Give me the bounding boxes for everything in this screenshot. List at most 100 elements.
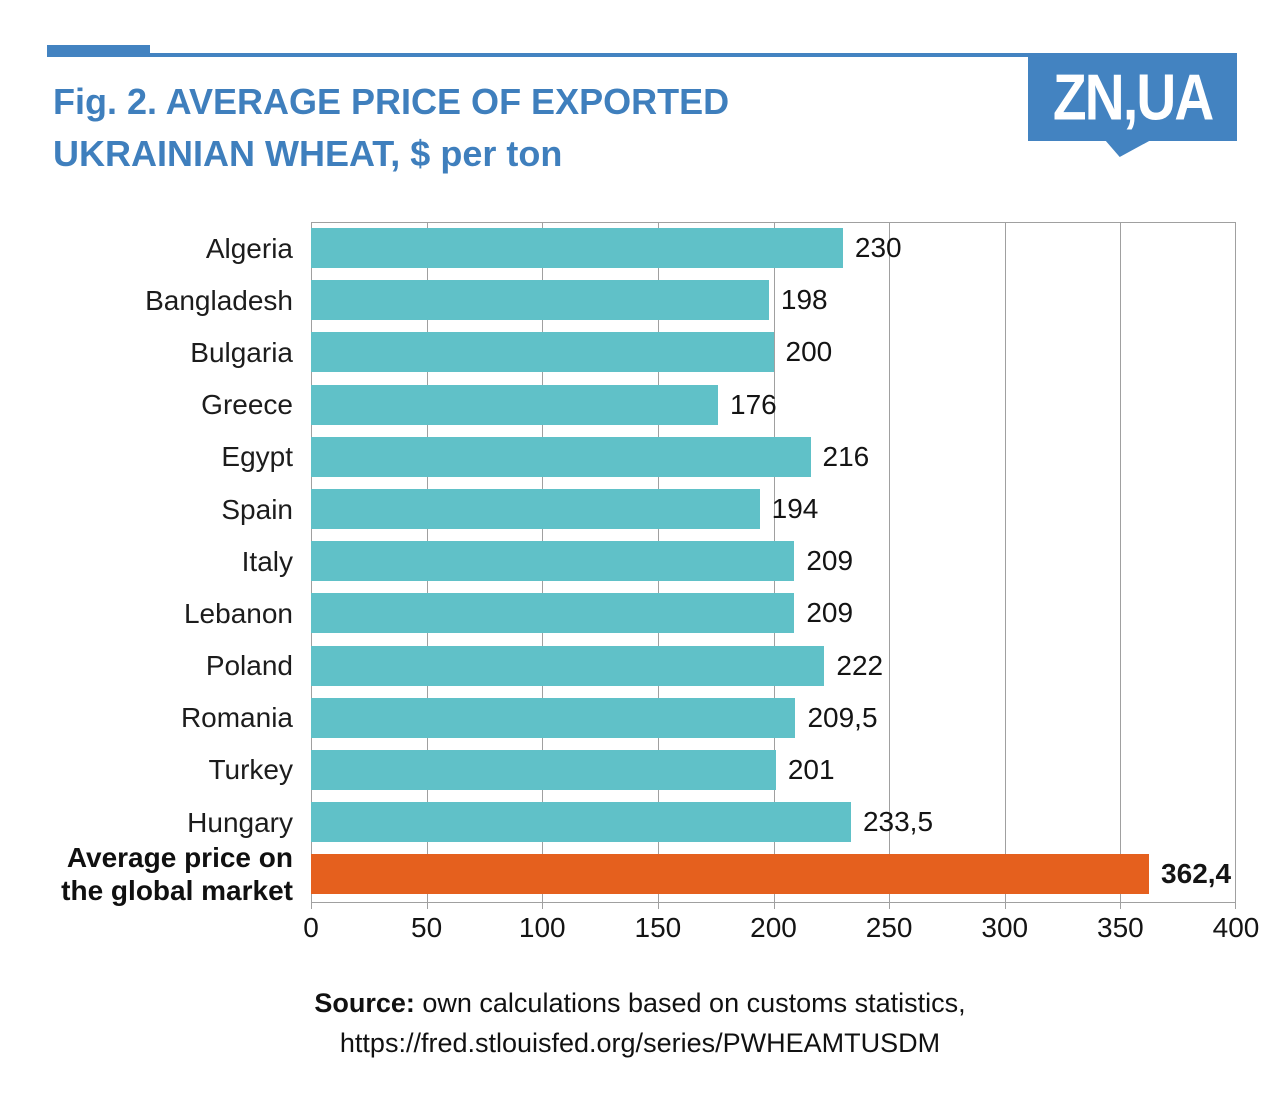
bar-track: 200 [311, 326, 1236, 378]
x-tick-label: 300 [981, 912, 1029, 943]
category-label: Algeria [205, 232, 293, 264]
bar [311, 854, 1150, 895]
bar-track: 216 [311, 431, 1236, 483]
x-tick-label: 50 [411, 912, 443, 943]
category-label: Turkey [208, 754, 293, 786]
category-label: Bangladesh [145, 284, 293, 316]
bar-row: Italy 209 [0, 535, 1280, 587]
axis-tick [657, 902, 659, 909]
bar-row: Egypt 216 [0, 431, 1280, 483]
gridline [1120, 223, 1122, 902]
bar-track: 176 [311, 379, 1236, 431]
value-label: 200 [785, 336, 833, 368]
top-rule-thin-line [47, 53, 1237, 57]
source-text: own calculations based on customs statis… [414, 988, 966, 1018]
x-tick-label: 0 [303, 912, 319, 943]
x-tick-label: 250 [865, 912, 913, 943]
bar [311, 593, 795, 634]
bar-row: Lebanon 209 [0, 587, 1280, 639]
bar-row: Bangladesh 198 [0, 274, 1280, 326]
axis-tick [1004, 902, 1006, 909]
category-label: Italy [241, 545, 293, 577]
bar-track: 209 [311, 587, 1236, 639]
axis-tick [311, 902, 312, 909]
x-tick-label: 150 [634, 912, 682, 943]
category-label: Greece [201, 389, 293, 421]
category-label: Bulgaria [190, 336, 293, 368]
x-axis: 0 50 100 150 200 250 300 350 400 [303, 912, 1259, 950]
bar-track: 222 [311, 640, 1236, 692]
axis-tick [1235, 902, 1236, 909]
bar [311, 697, 796, 738]
figure-title-line2: UKRAINIAN WHEAT, $ per ton [53, 133, 563, 174]
value-label: 209 [806, 545, 854, 577]
value-label: 222 [836, 649, 884, 681]
value-label: 230 [854, 232, 902, 264]
gridline [1004, 223, 1006, 902]
axis-tick [1120, 902, 1122, 909]
category-label: Lebanon [183, 597, 293, 629]
value-label: 176 [730, 388, 777, 420]
figure-title-line1: Fig. 2. AVERAGE PRICE OF EXPORTED [53, 81, 730, 122]
bar [311, 384, 718, 425]
axis-tick [426, 902, 428, 909]
bar-row: Bulgaria 200 [0, 326, 1280, 378]
value-label: 233,5 [862, 806, 934, 838]
x-tick-label: 400 [1212, 912, 1260, 943]
source-note: Source: own calculations based on custom… [0, 983, 1280, 1063]
value-label: 194 [771, 493, 819, 525]
bar [311, 541, 795, 582]
znua-logo-text: ZN,UA [1052, 61, 1214, 134]
bar-row: Algeria 230 [0, 222, 1280, 274]
bar-track: 209 [311, 535, 1236, 587]
bar-track: 198 [311, 274, 1236, 326]
value-label: 201 [787, 753, 835, 785]
bar-rows: Algeria 230 Bangladesh 198 Bulgaria 200 Greece… [0, 222, 1280, 906]
category-label: Egypt [221, 441, 293, 473]
x-tick-label: 200 [750, 912, 797, 943]
bar-row: Greece 176 [0, 379, 1280, 431]
value-label: 209 [806, 597, 854, 629]
category-label: Poland [205, 650, 293, 682]
source-label: Source: [314, 988, 415, 1018]
bar-row: Hungary 233,5 [0, 796, 1280, 848]
bar-chart: Algeria 230 Bangladesh 198 Bulgaria 200 Greece… [0, 222, 1280, 982]
bar-row: Spain 194 [0, 483, 1280, 535]
gridline [889, 223, 891, 902]
bar-row: Romania 209,5 [0, 692, 1280, 744]
bar-track: 362,4 [311, 848, 1236, 900]
source-url: https://fred.stlouisfed.org/series/PWHEA… [339, 1028, 941, 1058]
znua-logo-speech-tail [1105, 140, 1151, 157]
category-label: Romania [180, 702, 293, 734]
bar [311, 645, 825, 686]
category-label: Hungary [187, 806, 293, 838]
value-label: 216 [822, 440, 870, 472]
bar [311, 228, 843, 269]
axis-tick [542, 902, 544, 909]
value-label: 209,5 [807, 701, 878, 733]
bar [311, 280, 769, 321]
bar-track: 194 [311, 483, 1236, 535]
category-label: Spain [221, 493, 293, 525]
figure-title: Fig. 2. AVERAGE PRICE OF EXPORTED UKRAIN… [53, 76, 833, 180]
category-label: Average price on the global market [61, 842, 293, 907]
x-tick-label: 100 [518, 912, 566, 943]
bar-row: Average price on the global market 362,4 [0, 842, 1280, 906]
axis-tick [889, 902, 891, 909]
gridline [1235, 223, 1236, 902]
bar-row: Poland 222 [0, 640, 1280, 692]
value-label: 198 [780, 284, 828, 316]
bar-track: 230 [311, 222, 1236, 274]
x-tick-label: 350 [1097, 912, 1144, 943]
bar-track: 233,5 [311, 796, 1236, 848]
axis-tick [773, 902, 775, 909]
bar [311, 489, 760, 530]
bar [311, 749, 776, 790]
bar [311, 802, 851, 843]
bar-track: 209,5 [311, 692, 1236, 744]
source-line1: Source: own calculations based on custom… [0, 983, 1280, 1023]
bar [311, 332, 774, 373]
bar [311, 436, 811, 477]
bar-track: 201 [311, 744, 1236, 796]
